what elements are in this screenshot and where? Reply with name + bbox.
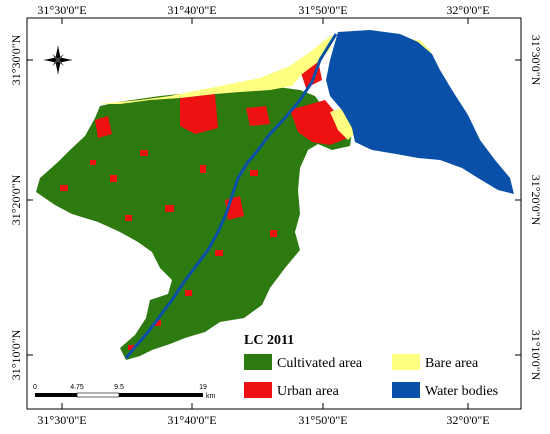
scale-tick-0: 0 <box>33 384 37 391</box>
lon-label-bottom-1: 31°30'0"E <box>37 413 86 427</box>
water-body-lake <box>326 30 514 194</box>
legend-label-bare: Bare area <box>425 356 479 371</box>
graticule-ticks <box>27 18 521 409</box>
legend-label-urban: Urban area <box>277 384 340 399</box>
lat-label-right-2: 31°20'0"N <box>529 175 543 226</box>
lat-label-right-3: 31°10'0"N <box>529 330 543 381</box>
lon-label-top-3: 31°50'0"E <box>298 3 347 17</box>
lon-label-top-1: 31°30'0"E <box>37 3 86 17</box>
legend-swatch-cultivated <box>244 354 272 370</box>
compass-rose-icon <box>44 46 72 74</box>
scale-unit: km <box>206 393 216 400</box>
cultivated-area-region <box>36 86 352 360</box>
lon-label-bottom-4: 32°0'0"E <box>446 413 489 427</box>
scale-tick-3: 19 <box>199 384 207 391</box>
map-title: LC 2011 <box>244 333 294 348</box>
legend-swatch-urban <box>244 382 272 398</box>
legend-label-cultivated: Cultivated area <box>277 356 363 371</box>
lon-label-bottom-2: 31°40'0"E <box>167 413 216 427</box>
legend-swatch-bare <box>392 354 420 370</box>
lat-label-left-1: 31°30'0"N <box>9 34 23 85</box>
legend: Cultivated area Bare area Urban area Wat… <box>244 354 498 399</box>
urban-area-patches <box>60 60 348 350</box>
water-body-river <box>124 33 338 359</box>
scale-tick-2: 9.5 <box>114 384 124 391</box>
legend-swatch-water <box>392 382 420 398</box>
lon-label-top-2: 31°40'0"E <box>167 3 216 17</box>
lat-label-left-3: 31°10'0"N <box>9 329 23 380</box>
scale-bar: 0 4.75 9.5 19 km <box>33 384 215 400</box>
lon-label-bottom-3: 31°50'0"E <box>298 413 347 427</box>
legend-label-water: Water bodies <box>425 384 498 399</box>
lat-label-left-2: 31°20'0"N <box>9 174 23 225</box>
lon-label-top-4: 32°0'0"E <box>446 3 489 17</box>
lat-label-right-1: 31°30'0"N <box>529 35 543 86</box>
scale-tick-1: 4.75 <box>70 384 84 391</box>
